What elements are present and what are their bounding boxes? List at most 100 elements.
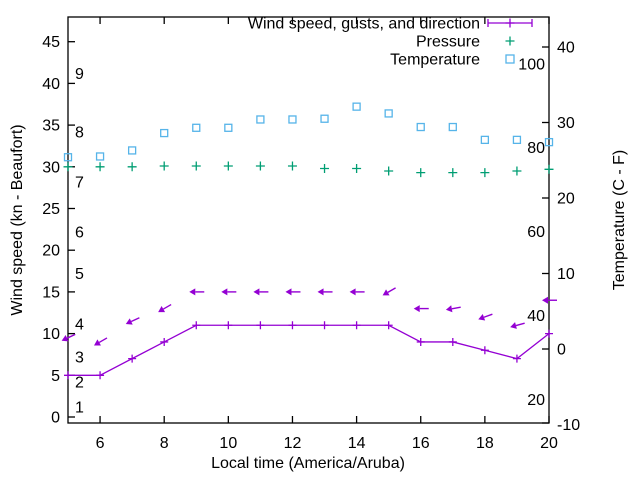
- legend-wind-sample-plus: [505, 18, 515, 28]
- beaufort-label: 2: [75, 375, 84, 392]
- wind-speed-point: [160, 337, 169, 346]
- x-tick-label: 12: [284, 435, 302, 452]
- gust-arrow-head: [413, 305, 420, 313]
- gust-arrow-head: [158, 306, 166, 313]
- y-right-tick-label: 20: [557, 191, 575, 208]
- gust-arrow-head: [61, 335, 69, 342]
- pressure-point: [480, 168, 490, 178]
- beaufort-label: 3: [75, 350, 84, 367]
- pressure-point: [416, 168, 426, 178]
- temperature-point: [95, 152, 105, 161]
- pressure-point: [544, 164, 554, 174]
- temperature-point: [63, 153, 73, 162]
- y-left-tick-label: 10: [42, 326, 60, 343]
- pressure-point: [512, 166, 522, 176]
- gust-arrow-head: [253, 288, 260, 296]
- temperature-point: [352, 102, 361, 111]
- x-tick-label: 8: [160, 435, 169, 452]
- y-left-tick-label: 30: [42, 159, 60, 176]
- gust-arrow: [445, 305, 461, 313]
- y-axis-left-title: Wind speed (kn - Beaufort): [9, 124, 26, 315]
- gust-arrow: [189, 288, 205, 296]
- x-tick-label: 14: [348, 435, 366, 452]
- legend-label: Wind speed, gusts, and direction: [248, 16, 480, 33]
- gust-arrow-tail: [66, 333, 76, 339]
- y-axis-right-title: Temperature (C - F): [611, 150, 628, 290]
- y-left-tick-label: 5: [51, 368, 60, 385]
- wind-speed-point: [545, 329, 553, 338]
- gust-arrow: [542, 296, 557, 304]
- y-left-tick-label: 45: [42, 34, 60, 51]
- temperature-point: [288, 115, 297, 124]
- pressure-point: [287, 161, 297, 171]
- y-right-tick-label: 0: [557, 342, 566, 359]
- y-right-tick-label: 40: [557, 40, 575, 57]
- y-left-tick-label: 20: [42, 243, 60, 260]
- wind-speed-point: [224, 321, 233, 330]
- gust-arrow-head: [478, 313, 486, 321]
- gust-arrow: [478, 313, 493, 321]
- gust-arrow-tail: [515, 322, 525, 327]
- gust-arrow: [125, 317, 140, 325]
- wind-speed-line: [68, 324, 550, 376]
- y-left-tick-label: 40: [42, 76, 60, 93]
- temperature-point: [256, 115, 265, 124]
- fahrenheit-label: 60: [527, 224, 545, 241]
- wind-speed-point: [256, 321, 265, 330]
- y-right-tick-label: 10: [557, 266, 575, 283]
- gust-arrow-head: [382, 289, 390, 296]
- fahrenheit-label: 100: [518, 56, 545, 73]
- beaufort-label: 8: [75, 124, 84, 141]
- beaufort-label: 7: [75, 174, 84, 191]
- gust-arrow: [61, 333, 76, 342]
- y-left-tick-label: 35: [42, 118, 60, 135]
- x-tick-label: 6: [96, 435, 105, 452]
- temperature-point: [224, 123, 233, 132]
- gust-arrow-head: [510, 322, 517, 329]
- beaufort-label: 1: [75, 400, 84, 417]
- temperature-point: [384, 109, 393, 118]
- gust-arrow: [158, 303, 172, 313]
- pressure-point: [255, 161, 265, 171]
- gust-arrow: [285, 288, 301, 296]
- beaufort-label: 9: [75, 66, 84, 83]
- wind-speed-point: [512, 354, 521, 363]
- legend-label: Pressure: [416, 34, 480, 51]
- pressure-point: [63, 162, 73, 172]
- legend-temperature-sample: [505, 54, 515, 64]
- temperature-point: [512, 135, 522, 145]
- gust-arrow-head: [189, 288, 196, 296]
- gust-arrow: [510, 322, 525, 329]
- fahrenheit-label: 80: [527, 140, 545, 157]
- temperature-point: [127, 146, 137, 155]
- gust-arrow-tail: [130, 317, 140, 323]
- gust-arrow-tail: [483, 313, 493, 318]
- y-left-tick-label: 0: [51, 410, 60, 427]
- x-axis-title: Local time (America/Aruba): [211, 455, 405, 472]
- gust-arrow-head: [445, 305, 453, 313]
- gust-arrow-tail: [451, 306, 461, 310]
- gust-arrow-tail: [387, 287, 396, 294]
- legend-label: Temperature: [390, 52, 480, 69]
- gust-arrow-head: [94, 339, 101, 346]
- gust-arrow-head: [317, 288, 324, 296]
- y-left-tick-label: 15: [42, 284, 60, 301]
- gust-arrow: [413, 305, 429, 313]
- pressure-point: [191, 161, 201, 171]
- plot-border: [67, 16, 550, 424]
- wind-speed-point: [352, 321, 361, 330]
- pressure-point: [95, 162, 105, 172]
- wind-speed-point: [320, 321, 329, 330]
- gust-arrow-head: [285, 288, 292, 296]
- pressure-point: [384, 166, 394, 176]
- gust-arrow-head: [542, 296, 548, 304]
- wind-speed-point: [64, 371, 72, 380]
- fahrenheit-label: 40: [527, 308, 545, 325]
- temperature-point: [192, 123, 201, 132]
- pressure-point: [352, 163, 362, 173]
- beaufort-label: 6: [75, 225, 84, 242]
- gust-arrow-tail: [162, 303, 172, 310]
- temperature-point: [160, 128, 169, 138]
- wind-speed-point: [288, 321, 297, 330]
